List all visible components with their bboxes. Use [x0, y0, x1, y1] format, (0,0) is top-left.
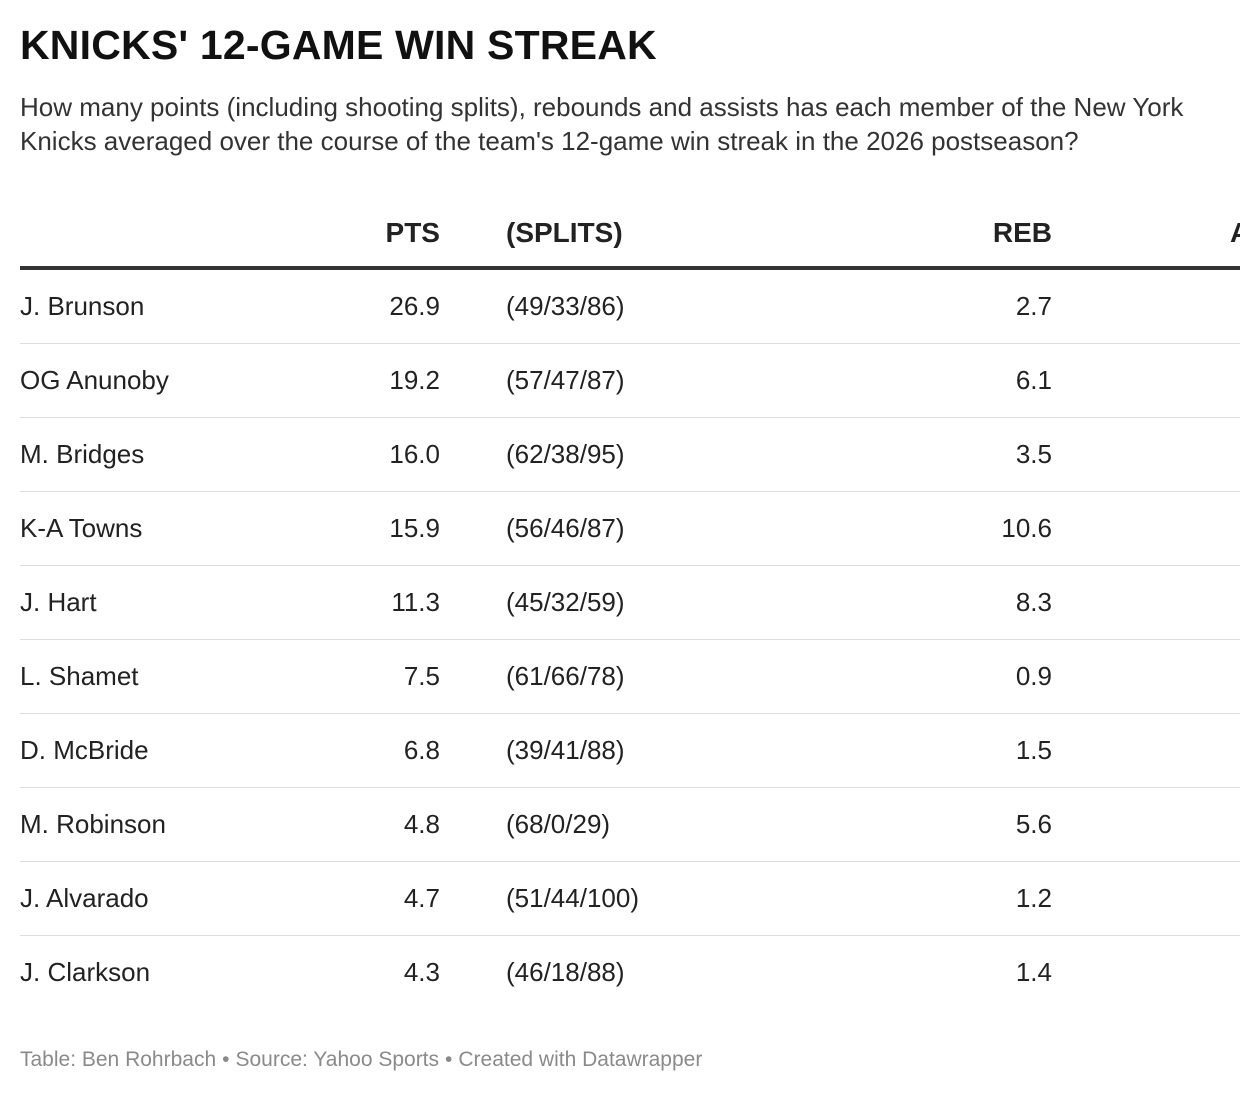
cell-ast: 6.3 — [1052, 268, 1240, 344]
cell-player: J. Hart — [20, 565, 340, 640]
cell-splits: (46/18/88) — [506, 957, 625, 987]
cell-reb: 2.7 — [852, 268, 1052, 344]
footer-table-credit: Table: Ben Rohrbach — [20, 1048, 217, 1071]
cell-ast: 1.0 — [1052, 861, 1240, 936]
cell-pts: 4.8 — [340, 787, 440, 862]
cell-splits: (56/46/87) — [440, 491, 852, 566]
cell-reb: 1.4 — [1015, 957, 1052, 987]
column-header-ast[interactable]: AST — [1052, 200, 1240, 270]
cell-reb: 6.1 — [852, 343, 1052, 418]
cell-ast: 0.7 — [1052, 639, 1240, 714]
cell-reb: 5.6 — [852, 787, 1052, 862]
footer-source: Source: Yahoo Sports — [235, 1048, 440, 1071]
column-header-reb[interactable]: REB — [852, 200, 1052, 270]
cell-reb: 3.5 — [852, 417, 1052, 492]
cell-player: L. Shamet — [20, 639, 340, 714]
stats-table: PTS (SPLITS) REB AST J. Brunson26.9(49/3… — [20, 200, 1240, 1009]
footer: Table: Ben Rohrbach • Source: Yahoo Sports… — [20, 1048, 702, 1072]
cell-splits: (45/32/59) — [440, 565, 852, 640]
cell-pts: 6.8 — [340, 713, 440, 788]
cell-reb: 1.2 — [852, 861, 1052, 936]
cell-splits: (57/47/87) — [440, 343, 852, 418]
cell-splits: (61/66/78) — [440, 639, 852, 714]
cell-ast: 6.3 — [1052, 491, 1240, 566]
cell-ast: 0.3 — [1052, 787, 1240, 862]
cell-player: M. Robinson — [20, 787, 340, 862]
cell-pts: 4.7 — [340, 861, 440, 936]
cell-splits: (39/41/88) — [440, 713, 852, 788]
column-header-player[interactable] — [20, 200, 340, 270]
cell-player: J. Brunson — [20, 268, 340, 344]
footer-created-with[interactable]: Created with Datawrapper — [458, 1048, 703, 1071]
cell-reb: 8.3 — [852, 565, 1052, 640]
chart-title: KNICKS' 12-GAME WIN STREAK — [20, 22, 657, 68]
cell-player: M. Bridges — [20, 417, 340, 492]
footer-separator: • — [445, 1048, 453, 1071]
cell-reb: 1.5 — [852, 713, 1052, 788]
cell-reb: 10.6 — [852, 491, 1052, 566]
cell-pts: 15.9 — [340, 491, 440, 566]
cell-splits: (68/0/29) — [440, 787, 852, 862]
cell-ast: 1.4 — [1052, 713, 1240, 788]
cell-player: K-A Towns — [20, 491, 340, 566]
cell-splits: (62/38/95) — [440, 417, 852, 492]
column-header-splits[interactable]: (SPLITS) — [440, 200, 852, 270]
cell-pts: 7.5 — [340, 639, 440, 714]
cell-reb: 0.9 — [852, 639, 1052, 714]
cell-pts: 16.0 — [340, 417, 440, 492]
cell-ast: 0.7 — [1052, 936, 1240, 1010]
cell-pts: 4.3 — [403, 957, 440, 987]
cell-player: J. Clarkson — [20, 957, 151, 987]
cell-ast: 2.0 — [1052, 343, 1240, 418]
header-row: PTS (SPLITS) REB AST — [20, 200, 1240, 270]
cell-ast: 2.8 — [1052, 417, 1240, 492]
cell-player: D. McBride — [20, 713, 340, 788]
cell-splits: (49/33/86) — [440, 268, 852, 344]
cell-pts: 11.3 — [340, 565, 440, 640]
cell-pts: 19.2 — [340, 343, 440, 418]
column-header-pts[interactable]: PTS — [340, 200, 440, 270]
table-row: J. Clarkson 4.3 (46/18/88) 1.40.7 — [20, 936, 1240, 1010]
cell-player: OG Anunoby — [20, 343, 340, 418]
cell-pts: 26.9 — [340, 268, 440, 344]
cell-ast: 4.4 — [1052, 565, 1240, 640]
footer-separator: • — [222, 1048, 230, 1071]
cell-splits: (51/44/100) — [440, 861, 852, 936]
chart-subtitle: How many points (including shooting spli… — [20, 92, 1184, 156]
cell-player: J. Alvarado — [20, 861, 340, 936]
